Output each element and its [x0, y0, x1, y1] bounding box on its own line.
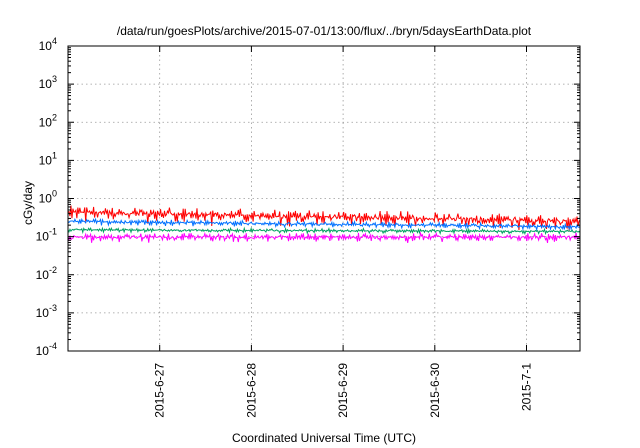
y-tick-base: 10 [36, 306, 50, 320]
chart-title: /data/run/goesPlots/archive/2015-07-01/1… [117, 24, 532, 38]
series-line [67, 217, 581, 232]
x-tick-label: 2015-6-27 [153, 363, 167, 418]
y-tick-exponent: -2 [49, 265, 57, 275]
y-tick-label: 102 [39, 112, 57, 129]
y-tick-exponent: 1 [52, 150, 57, 160]
y-tick-exponent: 0 [52, 189, 57, 199]
y-tick-label: 101 [39, 150, 57, 167]
y-tick-label: 10-3 [36, 303, 57, 320]
y-tick-label: 10-1 [36, 227, 57, 244]
y-tick-base: 10 [39, 153, 53, 167]
y-tick-base: 10 [36, 268, 50, 282]
y-tick-base: 10 [36, 230, 50, 244]
series-layer [67, 205, 581, 244]
y-tick-exponent: -1 [49, 227, 57, 237]
y-tick-exponent: 3 [52, 74, 57, 84]
grid [68, 46, 580, 351]
ticks [68, 45, 580, 352]
y-tick-base: 10 [39, 192, 53, 206]
y-tick-exponent: -4 [49, 341, 57, 351]
y-tick-label: 10-2 [36, 265, 57, 282]
y-tick-label: 104 [39, 36, 57, 53]
y-tick-base: 10 [39, 39, 53, 53]
y-tick-exponent: -3 [49, 303, 57, 313]
y-tick-base: 10 [36, 344, 50, 358]
y-tick-exponent: 4 [52, 36, 57, 46]
y-tick-label: 100 [39, 189, 57, 206]
y-tick-label: 10-4 [36, 341, 57, 358]
x-tick-label: 2015-6-28 [244, 363, 258, 418]
y-tick-exponent: 2 [52, 112, 57, 122]
x-tick-label: 2015-6-29 [336, 363, 350, 418]
x-tick-label: 2015-7-1 [520, 363, 534, 411]
y-tick-base: 10 [39, 115, 53, 129]
series-line [67, 231, 581, 244]
y-axis-label: cGy/day [21, 181, 35, 225]
y-tick-label: 103 [39, 74, 57, 91]
series-line [67, 226, 581, 236]
x-tick-labels: 2015-6-27 2015-6-28 2015-6-29 2015-6-30 2015… [153, 363, 534, 418]
x-tick-label: 2015-6-30 [428, 363, 442, 418]
y-tick-base: 10 [39, 77, 53, 91]
x-axis-label: Coordinated Universal Time (UTC) [232, 431, 416, 445]
